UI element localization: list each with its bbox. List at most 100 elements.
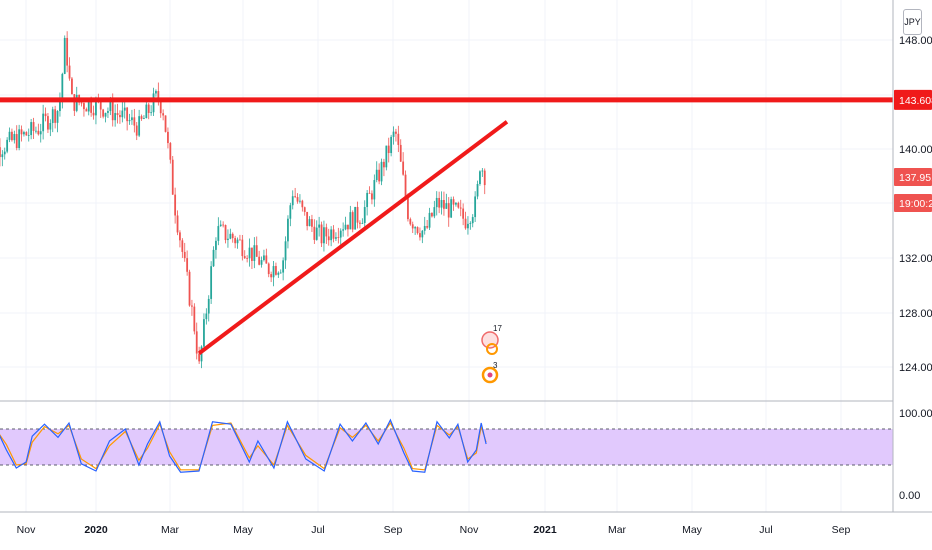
candle[interactable] [56, 110, 59, 133]
candle[interactable] [66, 31, 69, 73]
candle[interactable] [330, 226, 333, 247]
candle[interactable] [210, 261, 213, 304]
candle[interactable] [320, 221, 323, 247]
candle[interactable] [426, 219, 429, 230]
candle[interactable] [479, 170, 481, 186]
candle[interactable] [229, 228, 232, 240]
candle[interactable] [255, 236, 258, 257]
candle[interactable] [483, 168, 486, 195]
candle[interactable] [375, 161, 378, 183]
candle[interactable] [102, 108, 105, 119]
candle[interactable] [416, 226, 419, 235]
candle[interactable] [131, 109, 133, 125]
candle[interactable] [366, 190, 369, 216]
candle[interactable] [464, 211, 467, 230]
candle[interactable] [354, 206, 357, 230]
candle[interactable] [25, 131, 28, 136]
candle[interactable] [35, 126, 37, 134]
candle[interactable] [138, 109, 141, 138]
candle[interactable] [287, 215, 289, 249]
candle[interactable] [49, 119, 52, 137]
candle[interactable] [15, 125, 18, 151]
candle[interactable] [258, 250, 261, 266]
candle[interactable] [315, 220, 318, 241]
candle[interactable] [469, 221, 472, 230]
candle[interactable] [284, 236, 287, 269]
candle[interactable] [282, 257, 285, 281]
candle[interactable] [272, 261, 275, 287]
candle[interactable] [150, 105, 153, 116]
candle[interactable] [275, 262, 277, 276]
candle[interactable] [411, 221, 414, 234]
candle[interactable] [378, 163, 381, 185]
candle[interactable] [85, 107, 88, 112]
candle[interactable] [308, 216, 311, 227]
candle[interactable] [323, 220, 325, 252]
candle[interactable] [390, 134, 393, 157]
candle[interactable] [23, 130, 25, 137]
candle[interactable] [1, 150, 4, 167]
candle[interactable] [212, 246, 215, 268]
candle[interactable] [306, 211, 309, 231]
candle[interactable] [433, 200, 436, 219]
candle[interactable] [263, 249, 265, 262]
candle[interactable] [299, 194, 301, 204]
candle[interactable] [291, 190, 294, 210]
candle[interactable] [215, 237, 217, 259]
candle[interactable] [18, 124, 21, 151]
candle[interactable] [467, 216, 469, 235]
candle[interactable] [368, 186, 371, 194]
candle[interactable] [371, 190, 373, 205]
candle[interactable] [3, 147, 6, 160]
candle[interactable] [179, 230, 181, 248]
candle[interactable] [443, 191, 445, 216]
candle[interactable] [423, 216, 426, 235]
candle[interactable] [325, 223, 328, 244]
candle[interactable] [327, 228, 330, 246]
candle[interactable] [337, 227, 340, 244]
candle[interactable] [392, 126, 395, 145]
candle[interactable] [44, 107, 47, 122]
candle[interactable] [311, 214, 313, 232]
candle[interactable] [135, 122, 138, 141]
candle[interactable] [303, 206, 306, 216]
candle[interactable] [387, 137, 390, 163]
candle[interactable] [217, 217, 220, 246]
candle[interactable] [414, 226, 417, 235]
candle[interactable] [39, 123, 42, 143]
price-axis[interactable]: 148.000 140.000 132.000 128.000 124.000 [899, 35, 932, 374]
candle[interactable] [265, 248, 268, 264]
candle[interactable] [162, 109, 165, 121]
candle[interactable] [385, 145, 388, 171]
candle[interactable] [114, 104, 117, 127]
trendline[interactable] [197, 120, 509, 355]
candle[interactable] [457, 201, 460, 209]
candle[interactable] [71, 76, 73, 95]
candle[interactable] [59, 92, 61, 117]
candle[interactable] [80, 101, 83, 107]
candle[interactable] [42, 104, 45, 140]
candle[interactable] [224, 224, 227, 244]
candle[interactable] [373, 174, 376, 207]
candle[interactable] [47, 113, 49, 133]
candle[interactable] [301, 199, 304, 212]
candle[interactable] [186, 250, 189, 276]
candle[interactable] [99, 99, 102, 118]
candle[interactable] [169, 142, 172, 164]
candle[interactable] [61, 72, 64, 109]
candle[interactable] [462, 203, 465, 226]
candle[interactable] [342, 222, 345, 237]
candle[interactable] [145, 99, 148, 119]
currency-button[interactable]: JPY [903, 9, 922, 35]
candle[interactable] [11, 128, 13, 142]
candle[interactable] [471, 214, 474, 228]
candle[interactable] [219, 220, 222, 227]
candle[interactable] [248, 238, 251, 267]
candle[interactable] [239, 234, 241, 241]
candlestick-series[interactable] [0, 31, 486, 369]
candle[interactable] [438, 191, 441, 214]
candle[interactable] [246, 255, 249, 263]
candle[interactable] [409, 217, 412, 226]
candle[interactable] [395, 128, 397, 142]
candle[interactable] [270, 271, 273, 283]
